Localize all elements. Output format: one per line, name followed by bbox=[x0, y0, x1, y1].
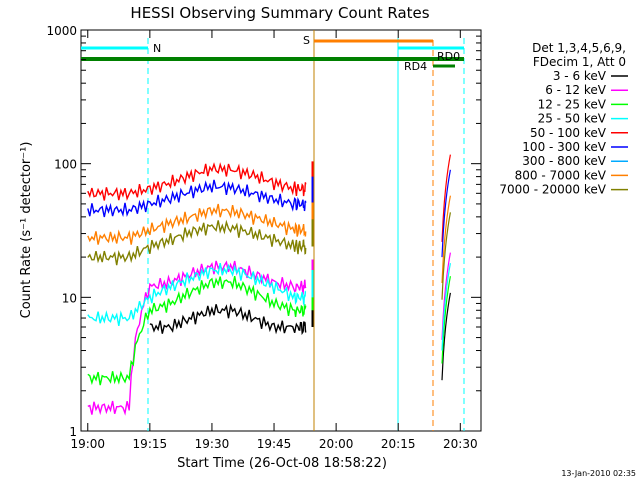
annotation-layer: N S RD4 RD0 bbox=[153, 34, 460, 73]
x-tick-label: 20:15 bbox=[381, 437, 416, 451]
annotation-rd0: RD0 bbox=[437, 50, 460, 63]
x-tick-label: 20:00 bbox=[319, 437, 354, 451]
series-8 bbox=[87, 212, 451, 300]
annotation-rd4: RD4 bbox=[404, 60, 427, 73]
tick-layer: 19:00 19:15 19:30 19:45 20:00 20:15 20:30 1 10 10… bbox=[46, 24, 481, 451]
series-after-saa bbox=[441, 276, 451, 364]
legend-label: 12 - 25 keV bbox=[538, 97, 607, 111]
legend-header: Det 1,3,4,5,6,9, bbox=[532, 41, 626, 55]
legend-label: 6 - 12 keV bbox=[545, 83, 607, 97]
legend-label: 800 - 7000 keV bbox=[515, 168, 607, 182]
footer-date: 13-Jan-2010 02:35 bbox=[561, 469, 636, 478]
series-after-saa bbox=[441, 212, 451, 300]
series-line bbox=[87, 275, 307, 386]
x-tick-label: 19:45 bbox=[257, 437, 292, 451]
y-axis-label: Count Rate (s⁻¹ detector⁻¹) bbox=[19, 142, 34, 319]
x-tick-label: 19:00 bbox=[70, 437, 105, 451]
y-tick-label: 1 bbox=[69, 425, 77, 439]
plot-frame bbox=[80, 29, 482, 432]
x-axis-label: Start Time (26-Oct-08 18:58:22) bbox=[177, 456, 387, 471]
series-5 bbox=[87, 169, 451, 258]
series-line bbox=[87, 162, 307, 201]
y-tick-label: 1000 bbox=[46, 24, 77, 38]
legend-label: 100 - 300 keV bbox=[522, 140, 606, 154]
y-tick-label: 10 bbox=[62, 291, 77, 305]
series-line bbox=[87, 179, 307, 218]
series-line bbox=[87, 262, 307, 327]
plot-area: N S RD4 RD0 19:00 19:15 19:30 19:45 20:00 20:15 2… bbox=[46, 24, 482, 451]
series-after-saa bbox=[441, 263, 451, 351]
series-0 bbox=[149, 292, 451, 381]
series-after-saa bbox=[441, 252, 451, 340]
series-7 bbox=[87, 195, 451, 284]
series-line bbox=[149, 303, 307, 336]
series-after-saa bbox=[441, 169, 451, 258]
series-line bbox=[87, 219, 307, 266]
series-after-saa bbox=[441, 195, 451, 284]
x-tick-label: 20:30 bbox=[443, 437, 478, 451]
annotation-s: S bbox=[303, 34, 310, 47]
orbit-bands bbox=[81, 30, 465, 431]
annotation-n: N bbox=[153, 42, 161, 55]
series-after-saa bbox=[441, 154, 451, 242]
x-tick-label: 19:15 bbox=[133, 437, 168, 451]
legend-label: 50 - 100 keV bbox=[530, 126, 607, 140]
legend-header: FDecim 1, Att 0 bbox=[533, 55, 626, 69]
legend-label: 3 - 6 keV bbox=[553, 69, 607, 83]
series-1 bbox=[87, 252, 451, 416]
legend-label: 25 - 50 keV bbox=[538, 112, 607, 126]
series-2 bbox=[87, 275, 451, 386]
series-3 bbox=[87, 262, 451, 351]
chart-title: HESSI Observing Summary Count Rates bbox=[130, 4, 429, 22]
series-after-saa bbox=[441, 292, 451, 381]
series-line bbox=[87, 260, 307, 416]
x-tick-label: 19:30 bbox=[195, 437, 230, 451]
legend: Det 1,3,4,5,6,9,FDecim 1, Att 03 - 6 keV… bbox=[499, 41, 628, 197]
legend-label: 7000 - 20000 keV bbox=[499, 183, 606, 197]
y-tick-label: 100 bbox=[54, 158, 77, 172]
series-line bbox=[87, 203, 307, 245]
legend-label: 300 - 800 keV bbox=[522, 154, 606, 168]
series-layer bbox=[87, 154, 451, 416]
